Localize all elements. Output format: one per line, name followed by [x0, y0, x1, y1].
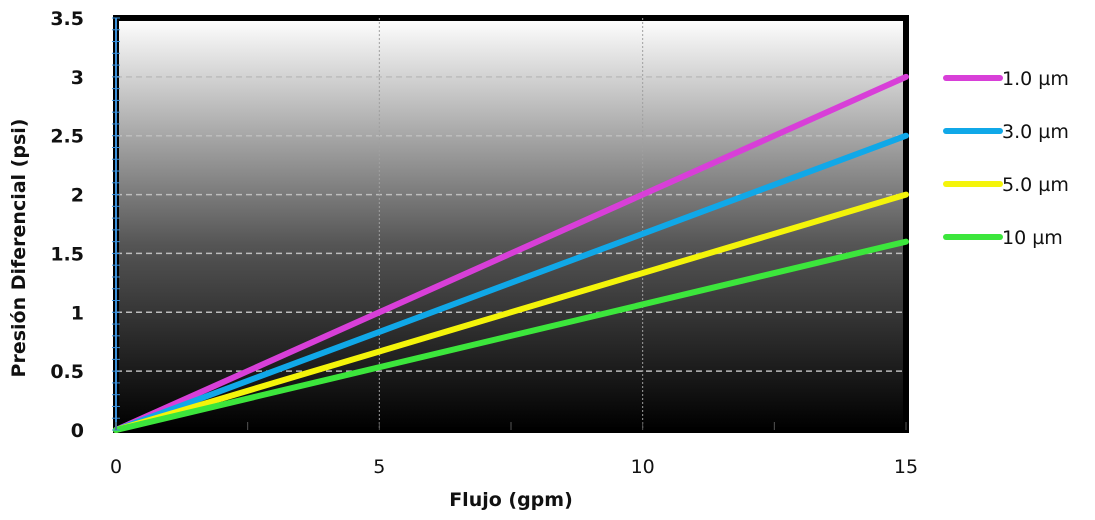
x-axis-title: Flujo (gpm): [449, 489, 573, 511]
legend-label: 1.0 µm: [1002, 68, 1069, 90]
x-tick-label: 0: [110, 456, 122, 478]
y-tick-label: 0.5: [50, 361, 84, 383]
y-axis-title: Presión Diferencial (psi): [8, 119, 30, 378]
y-tick-label: 2.5: [50, 126, 84, 148]
legend-label: 5.0 µm: [1002, 174, 1069, 196]
y-tick-label: 2: [71, 185, 84, 207]
legend-label: 10 µm: [1002, 227, 1063, 249]
y-tick-label: 1.5: [50, 243, 84, 265]
series-line: [113, 132, 909, 433]
series-line: [113, 238, 909, 433]
legend: 1.0 µm 3.0 µm 5.0 µm 10 µm: [943, 68, 1069, 249]
plot-area: [113, 15, 909, 433]
x-tick-label: 10: [631, 456, 655, 478]
x-tick-label: 5: [373, 456, 385, 478]
y-tick-label: 0: [71, 420, 84, 442]
series-line: [113, 73, 909, 433]
x-tick-label: 15: [894, 456, 918, 478]
legend-label: 3.0 µm: [1002, 121, 1069, 143]
axes: 0 0.5 1 1.5 2 2.5 3 3.5 0 5 10 15: [50, 8, 918, 478]
y-tick-label: 3: [71, 67, 84, 89]
series-lines: [113, 73, 909, 433]
y-tick-label: 1: [71, 302, 84, 324]
series-line: [113, 191, 909, 433]
y-tick-label: 3.5: [50, 8, 84, 30]
